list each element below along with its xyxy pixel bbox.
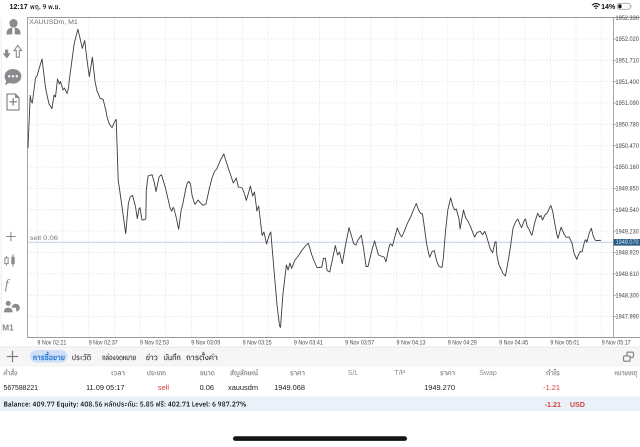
svg-text:0.06: 0.06 [200, 383, 214, 392]
svg-text:1949.850: 1949.850 [616, 186, 640, 193]
svg-text:9 Nov 04:45: 9 Nov 04:45 [499, 339, 529, 346]
svg-text:1950.780: 1950.780 [616, 122, 640, 129]
svg-text:f: f [5, 278, 11, 293]
svg-text:T/P: T/P [395, 370, 406, 377]
svg-text:1948.610: 1948.610 [616, 271, 640, 278]
svg-text:9 Nov 02:37: 9 Nov 02:37 [89, 339, 119, 346]
svg-text:-1.21: -1.21 [543, 383, 560, 392]
svg-text:1949.270: 1949.270 [424, 383, 455, 392]
svg-text:1951.400: 1951.400 [616, 79, 640, 86]
svg-text:9 Nov 05:01: 9 Nov 05:01 [550, 339, 580, 346]
svg-text:USD: USD [570, 400, 585, 409]
svg-text:9 Nov 03:57: 9 Nov 03:57 [345, 339, 375, 346]
svg-text:1950.160: 1950.160 [616, 164, 640, 171]
svg-text:1951.710: 1951.710 [616, 58, 640, 65]
svg-text:567588221: 567588221 [4, 383, 39, 392]
svg-text:1949.068: 1949.068 [274, 383, 305, 392]
svg-text:sell: sell [158, 383, 169, 392]
svg-text:sell 0.06: sell 0.06 [30, 235, 59, 242]
svg-text:M1: M1 [2, 324, 14, 333]
svg-text:-1.21: -1.21 [545, 400, 561, 409]
svg-text:9 Nov 05:17: 9 Nov 05:17 [602, 339, 632, 346]
svg-text:12:17: 12:17 [10, 3, 28, 11]
svg-text:1947.990: 1947.990 [616, 314, 640, 321]
svg-text:9 Nov 03:25: 9 Nov 03:25 [243, 339, 273, 346]
svg-text:9 Nov 04:13: 9 Nov 04:13 [397, 339, 427, 346]
svg-text:14%: 14% [601, 3, 616, 11]
svg-text:1952.020: 1952.020 [616, 36, 640, 43]
svg-text:XAUUSDm, M1: XAUUSDm, M1 [29, 19, 78, 26]
svg-text:9 Nov 02:21: 9 Nov 02:21 [37, 339, 67, 346]
svg-text:1949.230: 1949.230 [616, 228, 640, 235]
svg-text:11.09 05:17: 11.09 05:17 [86, 383, 125, 392]
svg-text:1952.330: 1952.330 [616, 15, 640, 22]
svg-text:9 Nov 02:53: 9 Nov 02:53 [140, 339, 170, 346]
svg-text:1950.470: 1950.470 [616, 143, 640, 150]
svg-text:9 Nov 03:41: 9 Nov 03:41 [294, 339, 324, 346]
svg-text:1948.920: 1948.920 [616, 250, 640, 257]
svg-text:9 Nov 03:09: 9 Nov 03:09 [191, 339, 221, 346]
svg-text:1949.540: 1949.540 [616, 207, 640, 214]
svg-text:1951.090: 1951.090 [616, 100, 640, 107]
svg-text:xauusdm: xauusdm [228, 383, 258, 392]
svg-text:S/L: S/L [348, 370, 359, 377]
svg-text:1949.070: 1949.070 [616, 239, 640, 246]
svg-text:1948.300: 1948.300 [616, 292, 640, 299]
svg-text:9 Nov 04:29: 9 Nov 04:29 [448, 339, 478, 346]
svg-text:Swap: Swap [479, 370, 497, 377]
